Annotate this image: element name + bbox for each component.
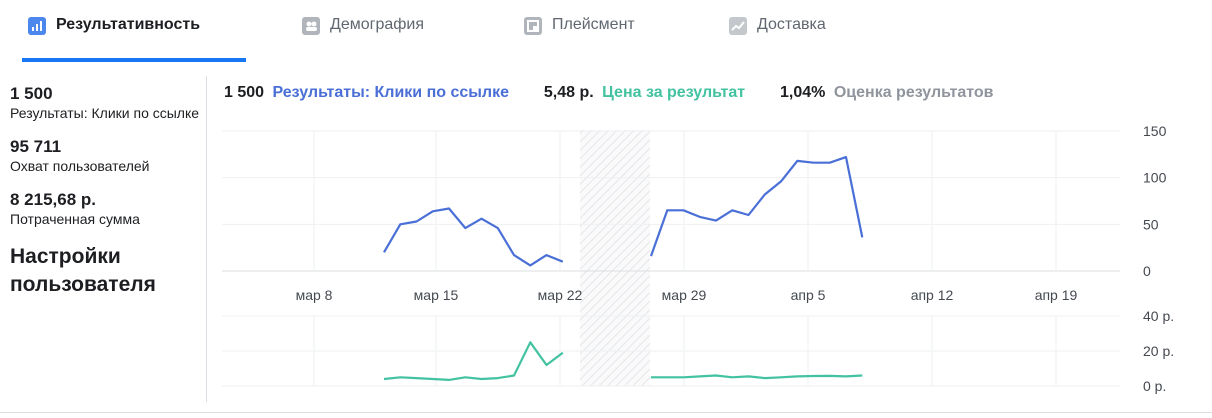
metric-value: 8 215,68 р. [10,190,97,209]
y-tick-label: 150 [1143,123,1167,139]
metric-label: Потраченная сумма [10,211,140,227]
x-tick-label: апр 19 [1035,287,1078,303]
y-tick-label: 0 [1143,263,1151,279]
metric-results: 1 500 Результаты: Клики по ссылке [10,84,200,123]
x-tick-label: мар 22 [538,287,583,303]
metric-spent: 8 215,68 р. Потраченная сумма [10,190,200,229]
x-tick-label: апр 12 [911,287,954,303]
cost-series-line [383,341,564,381]
no-data-region [580,130,650,386]
tab-label: Доставка [757,16,826,33]
metric-value: 95 711 [10,137,62,156]
results-series-line [383,207,564,267]
x-tick-label: апр 5 [791,287,826,303]
sidebar: 1 500 Результаты: Клики по ссылке 95 711… [10,84,200,299]
results-label[interactable]: Результаты: Клики по ссылке [272,84,509,101]
results-series-line [649,156,864,257]
people-icon [302,17,320,35]
results-value: 1 500 [224,84,265,101]
y-tick-label: 0 р. [1143,378,1166,394]
tab-placement[interactable]: Плейсмент [524,16,635,62]
sidebar-divider [206,76,207,402]
tab-bar: Результативность Демография Плейсмент До… [0,0,1212,62]
tab-label: Демография [330,16,425,33]
metric-reach: 95 711 Охват пользователей [10,137,200,176]
line-chart-icon [729,17,747,35]
tab-label: Плейсмент [552,16,635,33]
bar-chart-icon [28,17,46,35]
metric-value: 1 500 [10,84,53,103]
cost-series-line [651,374,863,380]
metric-label: Результаты: Клики по ссылке [10,105,200,121]
y-tick-label: 50 [1143,216,1159,232]
bottom-divider [0,412,1212,413]
score-label[interactable]: Оценка результатов [833,84,994,101]
tab-performance[interactable]: Результативность [22,16,246,62]
y-tick-label: 40 р. [1143,308,1174,324]
metric-label: Охват пользователей [10,158,150,174]
cpr-label[interactable]: Цена за результат [602,84,746,101]
x-tick-label: мар 8 [296,287,333,303]
cpr-value: 5,48 р. [543,84,594,101]
tab-demographics[interactable]: Демография [302,16,424,62]
user-settings-link[interactable]: Настройки пользователя [10,245,156,296]
tab-label: Результативность [56,16,201,33]
tab-delivery[interactable]: Доставка [729,16,826,62]
x-tick-label: мар 29 [662,287,707,303]
y-tick-label: 100 [1143,170,1167,186]
placement-icon [524,17,542,35]
y-tick-label: 20 р. [1143,343,1174,359]
chart-summary: 1 500 Результаты: Клики по ссылке 5,48 р… [224,84,998,102]
score-value: 1,04% [780,84,826,101]
x-tick-label: мар 15 [414,287,459,303]
